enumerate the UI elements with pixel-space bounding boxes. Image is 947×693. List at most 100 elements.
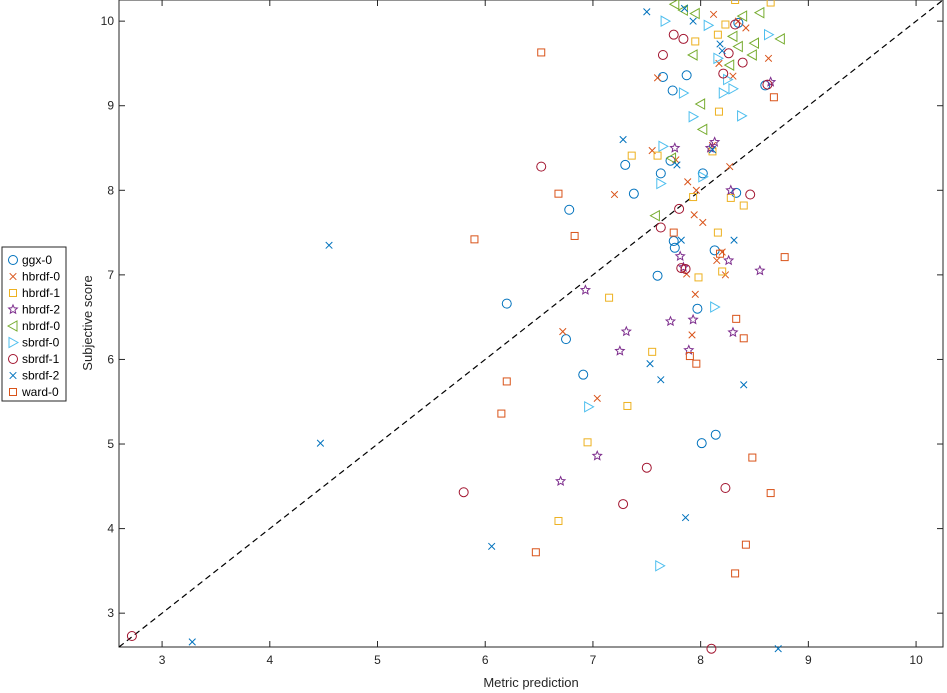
data-point — [748, 37, 760, 49]
y-axis-label: Subjective score — [80, 275, 95, 370]
axis-ticks: 3 4 5 6 7 8 9 10 3 4 5 6 7 8 9 10 — [101, 0, 943, 667]
data-point — [692, 303, 703, 314]
series-ward-0 — [470, 48, 789, 578]
data-point — [774, 645, 782, 653]
data-point — [716, 40, 724, 48]
data-point — [769, 93, 778, 102]
x-tick-label: 7 — [590, 653, 597, 667]
data-point — [718, 47, 726, 55]
data-point — [668, 0, 680, 11]
data-point — [652, 270, 663, 281]
x-tick-label: 4 — [266, 653, 273, 667]
data-point — [646, 360, 654, 368]
data-point — [687, 313, 699, 325]
data-point — [718, 87, 730, 99]
y-tick-label: 7 — [107, 268, 114, 282]
data-point — [685, 352, 694, 361]
data-point — [699, 218, 707, 227]
data-point — [610, 190, 619, 199]
data-point — [723, 254, 735, 266]
data-point — [698, 170, 709, 183]
legend-label: hbrdf-2 — [22, 303, 60, 317]
legend-label: ward-0 — [21, 385, 59, 399]
data-point — [554, 516, 563, 525]
data-point — [559, 327, 567, 336]
data-point — [470, 235, 479, 244]
data-point — [694, 98, 706, 110]
data-point — [620, 325, 632, 337]
x-axis-label: Metric prediction — [483, 675, 578, 690]
y-tick-label: 10 — [101, 14, 115, 28]
legend-item-ggx-0: ggx-0 — [8, 253, 52, 267]
data-point — [690, 211, 698, 219]
y-tick-label: 8 — [107, 183, 114, 197]
data-point — [766, 0, 775, 7]
data-point — [737, 57, 748, 68]
data-point — [736, 10, 748, 22]
data-point — [730, 236, 738, 244]
legend-item-nbrdf-0: nbrdf-0 — [6, 319, 60, 333]
y-tick-label: 4 — [107, 522, 114, 536]
data-point — [713, 30, 722, 39]
data-point — [710, 301, 721, 313]
x-tick-label: 8 — [697, 653, 704, 667]
data-point — [458, 487, 469, 498]
data-point — [554, 189, 563, 198]
legend-marker — [9, 371, 17, 380]
data-point — [728, 82, 739, 95]
data-point — [618, 499, 629, 510]
data-point — [696, 123, 708, 136]
data-point — [677, 4, 688, 16]
data-point — [731, 0, 740, 4]
x-tick-label: 3 — [159, 653, 166, 667]
legend-item-sbrdf-0: sbrdf-0 — [8, 336, 60, 350]
data-point — [727, 326, 739, 338]
data-point — [732, 314, 741, 323]
series-hbrdf-1 — [554, 0, 775, 525]
data-point — [742, 24, 750, 32]
data-point — [579, 284, 591, 295]
data-point — [188, 638, 196, 646]
data-point — [739, 201, 748, 210]
data-point — [681, 70, 692, 81]
data-point — [584, 400, 595, 413]
data-point — [681, 513, 690, 522]
data-point — [754, 264, 766, 276]
data-point — [656, 177, 667, 190]
data-point — [628, 188, 639, 199]
data-point — [593, 394, 601, 403]
data-point — [501, 298, 512, 309]
data-point — [688, 331, 696, 339]
data-point — [687, 49, 698, 61]
data-point — [648, 347, 657, 356]
data-point — [684, 178, 692, 186]
data-point — [703, 19, 715, 32]
reference-line — [118, 0, 944, 648]
data-point — [497, 409, 506, 418]
data-point — [732, 40, 743, 53]
data-point — [619, 135, 627, 144]
data-point — [677, 236, 685, 244]
data-point — [725, 184, 737, 196]
x-tick-label: 9 — [805, 653, 812, 667]
data-point — [664, 315, 677, 327]
data-point — [676, 263, 687, 274]
legend-marker — [8, 255, 18, 265]
data-point — [627, 151, 636, 160]
data-point — [774, 33, 785, 45]
data-point — [674, 250, 686, 262]
legend-marker — [8, 336, 20, 349]
data-point — [708, 146, 717, 154]
data-point — [537, 48, 546, 57]
data-point — [583, 438, 592, 447]
series-nbrdf-0 — [649, 0, 785, 222]
data-point — [502, 377, 511, 386]
data-point — [692, 359, 701, 368]
data-point — [668, 29, 679, 40]
x-tick-label: 10 — [909, 653, 923, 667]
data-point — [730, 19, 741, 30]
data-point — [706, 643, 717, 654]
data-point — [591, 449, 603, 461]
data-point — [614, 345, 626, 356]
data-point — [691, 37, 700, 46]
